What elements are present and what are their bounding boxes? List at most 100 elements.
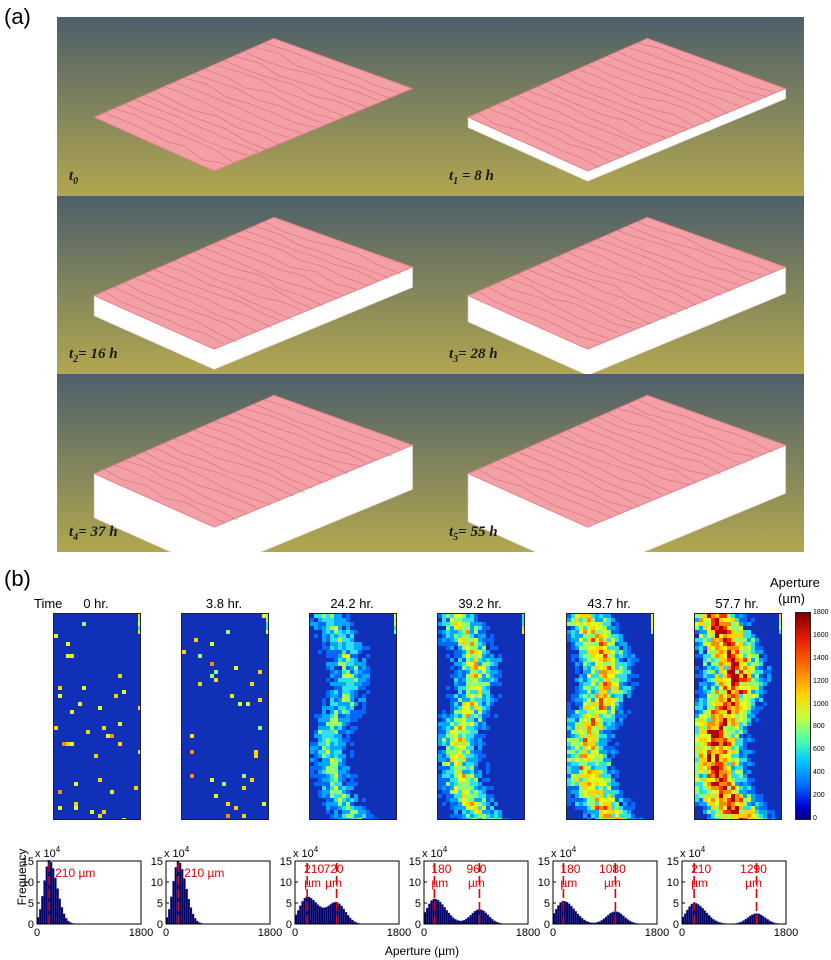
surface-svg-0: [57, 17, 431, 196]
histogram-bar: [684, 913, 687, 925]
histogram-bar: [349, 917, 352, 925]
peak-label: 720: [324, 862, 344, 876]
surface-svg-5: [431, 374, 804, 552]
aperture-map-2: [309, 613, 398, 822]
histogram-bar: [751, 914, 754, 925]
histogram-bar: [626, 919, 629, 925]
histogram-bar: [39, 909, 42, 925]
histogram-bar: [325, 907, 328, 925]
peak-label-unit: µm: [304, 876, 321, 890]
histogram-bar: [441, 904, 444, 925]
peak-label-unit: µm: [691, 876, 708, 890]
time-label-b-3: 39.2 hr.: [458, 596, 502, 611]
histogram-bar: [753, 913, 756, 925]
y-tick-label: 0: [415, 919, 421, 931]
histogram-bar: [170, 896, 173, 925]
histogram-bar: [342, 908, 345, 925]
time-label-5: t5= 55 h: [449, 524, 498, 543]
histogram-bar: [568, 903, 571, 925]
surface-render-0: t0: [57, 17, 431, 196]
histogram-bar: [331, 902, 335, 925]
x-tick-label: 1800: [129, 927, 153, 939]
histogram-bar: [299, 905, 302, 925]
colorbar-tick-2: 1400: [813, 654, 829, 662]
histogram-bar: [578, 916, 582, 925]
histogram-bar: [191, 913, 195, 925]
panel-a-label: (a): [4, 4, 31, 29]
histogram-bar: [340, 905, 343, 925]
histogram-bar: [467, 917, 470, 925]
histogram-bar: [766, 919, 769, 925]
surface-render-5: t5= 55 h: [431, 374, 804, 552]
histogram-bar: [710, 917, 713, 925]
y-tick-label: 10: [280, 877, 292, 889]
histogram-bar: [314, 902, 317, 925]
histogram-bar: [445, 910, 448, 925]
histogram-bar: [471, 912, 474, 925]
x-tick-label: 1800: [258, 927, 282, 939]
surface-svg-2: [57, 196, 431, 374]
histogram-bar: [320, 907, 324, 925]
colorbar: [795, 612, 811, 820]
histogram-bar: [688, 906, 691, 925]
y-tick-label: 15: [409, 856, 421, 868]
histogram-bar: [303, 897, 306, 925]
histogram-bar: [449, 915, 453, 925]
histogram-bar: [62, 913, 66, 925]
surface-render-4: t4= 37 h: [57, 374, 431, 552]
y-multiplier: x 104: [164, 845, 190, 860]
aperture-axis-label: Aperture (µm): [384, 944, 460, 958]
time-label-b-0: 0 hr.: [83, 596, 109, 611]
histogram-bar: [41, 896, 44, 925]
histogram-bar: [759, 914, 763, 925]
histogram-bar: [484, 912, 487, 925]
histogram-bar: [323, 907, 326, 925]
time-label-2: t2= 16 h: [69, 346, 118, 365]
histogram-bar: [327, 905, 330, 925]
surface-render-2: t2= 16 h: [57, 196, 431, 374]
y-multiplier: x 104: [293, 845, 319, 860]
histogram-bar: [462, 920, 466, 925]
peak-label: 180: [431, 862, 451, 876]
histogram-bar: [574, 911, 577, 925]
time-label-1: t1 = 8 h: [449, 168, 494, 187]
histogram-bar: [316, 904, 319, 925]
histogram-bar: [60, 907, 64, 925]
y-tick-label: 5: [286, 898, 292, 910]
x-tick-label: 1800: [645, 927, 669, 939]
histogram-bar: [491, 918, 494, 925]
histogram-bar: [465, 918, 468, 925]
aperture-map-0: [53, 613, 142, 822]
time-label-b-4: 43.7 hr.: [587, 596, 631, 611]
y-tick-label: 0: [673, 919, 679, 931]
histogram-bar: [469, 915, 472, 925]
y-tick-label: 15: [151, 856, 163, 868]
colorbar-tick-6: 600: [813, 746, 825, 754]
peak-label-unit: µm: [560, 876, 577, 890]
histogram-bar: [746, 917, 750, 925]
histogram-bar: [54, 877, 57, 925]
histogram-bar: [714, 920, 717, 925]
panel-b-label: (b): [4, 566, 31, 591]
time-label-b-5: 57.7 hr.: [715, 596, 759, 611]
x-tick-label: 1800: [387, 927, 411, 939]
time-prefix: Time: [34, 596, 63, 611]
histogram-bar: [757, 913, 761, 925]
histogram-bar: [572, 908, 575, 925]
peak-label-unit: µm: [745, 876, 762, 890]
histogram-bar: [565, 901, 569, 925]
histogram-bar: [329, 904, 332, 925]
histogram-bar: [426, 907, 429, 925]
histogram-bar: [557, 905, 560, 925]
histogram-bar: [439, 901, 442, 925]
y-multiplier: x 104: [35, 845, 61, 860]
histogram-bar: [351, 919, 354, 925]
histogram-bar: [194, 918, 197, 925]
y-tick-label: 5: [415, 898, 421, 910]
peak-label: 210: [304, 862, 324, 876]
aperture-map-5: [694, 613, 783, 822]
histogram-bar: [338, 903, 341, 925]
